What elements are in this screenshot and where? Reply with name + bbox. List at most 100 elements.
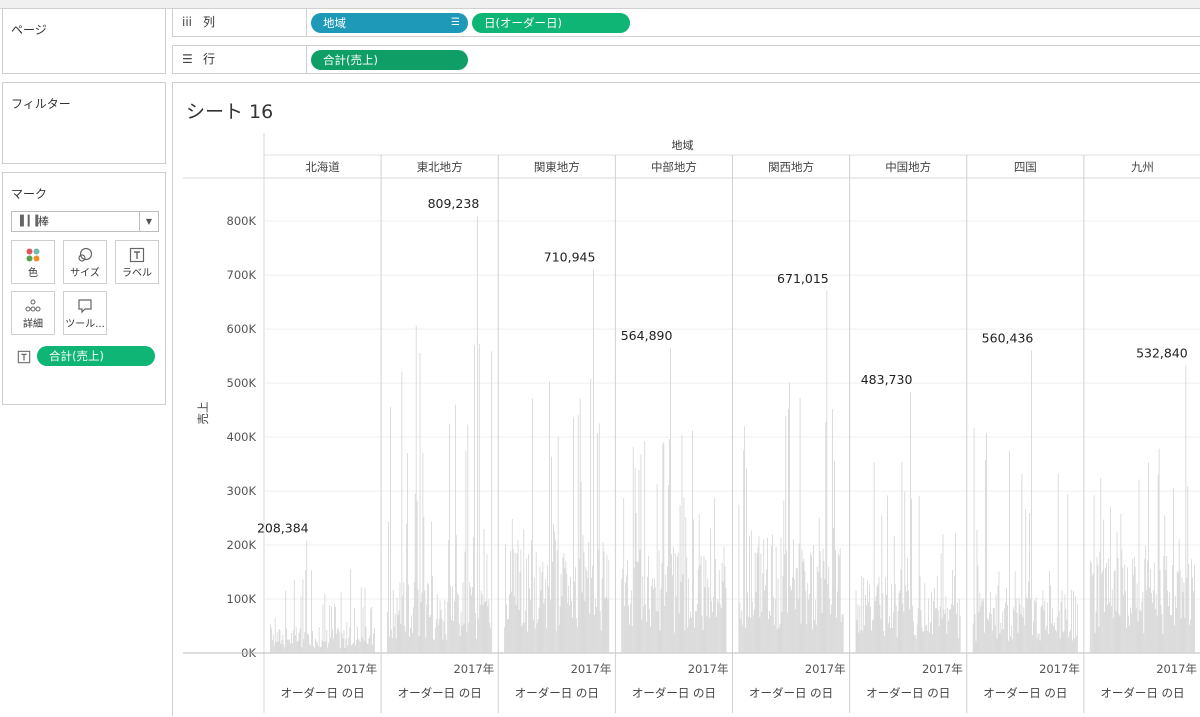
bar xyxy=(942,534,944,653)
tooltip-button[interactable]: ツール... xyxy=(63,291,107,335)
bar xyxy=(491,351,493,653)
row-pill-sales[interactable]: 合計(売上) xyxy=(311,50,468,70)
size-button[interactable]: サイズ xyxy=(63,240,107,284)
bar xyxy=(1148,462,1149,653)
bar xyxy=(559,606,561,653)
bar xyxy=(578,559,580,653)
bar xyxy=(536,623,538,653)
bar xyxy=(1063,631,1065,653)
bar xyxy=(412,607,414,653)
bar xyxy=(489,623,491,653)
bar xyxy=(372,644,374,653)
bar xyxy=(1065,608,1067,653)
bar xyxy=(285,590,287,653)
bar xyxy=(453,620,454,653)
bar xyxy=(373,633,375,653)
bar xyxy=(918,495,920,653)
detail-button[interactable]: 詳細 xyxy=(11,291,55,335)
bar xyxy=(541,572,543,653)
bar xyxy=(910,391,911,653)
bar xyxy=(696,604,698,653)
bar xyxy=(1176,571,1178,653)
bar xyxy=(459,635,461,653)
bar xyxy=(714,497,715,653)
bar xyxy=(809,593,811,653)
bar xyxy=(692,430,693,653)
bar xyxy=(818,517,820,653)
bar xyxy=(807,583,809,653)
bar xyxy=(323,641,325,653)
column-pill-order-day[interactable]: 日(オーダー日) xyxy=(472,13,630,33)
pages-panel[interactable]: ページ xyxy=(2,8,166,74)
bar xyxy=(1007,605,1008,653)
bar xyxy=(1049,571,1051,653)
bar xyxy=(752,615,754,653)
region-header: 東北地方 xyxy=(417,160,463,174)
bar xyxy=(641,619,643,653)
bar xyxy=(334,606,336,653)
bar xyxy=(371,606,373,653)
bar xyxy=(738,504,740,653)
region-header: 中部地方 xyxy=(651,160,697,174)
bar xyxy=(869,584,870,653)
bar xyxy=(889,615,890,653)
bar xyxy=(457,595,459,653)
bar xyxy=(900,569,902,653)
bar xyxy=(414,493,416,653)
y-tick-label: 600K xyxy=(227,322,257,336)
bar xyxy=(404,625,406,653)
label-button[interactable]: ラベル xyxy=(115,240,159,284)
bar xyxy=(800,623,802,653)
bar xyxy=(1069,631,1071,653)
bar xyxy=(1040,606,1042,653)
x-year-label: 2017年 xyxy=(1039,662,1080,676)
bar xyxy=(291,643,293,653)
bar xyxy=(890,584,892,653)
bar xyxy=(469,582,471,653)
bar xyxy=(367,644,369,653)
bar xyxy=(922,632,924,653)
bar xyxy=(450,585,451,653)
chevron-down-icon[interactable]: ▼ xyxy=(139,212,158,231)
x-year-label: 2017年 xyxy=(571,662,612,676)
bar xyxy=(1002,611,1004,653)
bar xyxy=(524,622,526,653)
region-header: 四国 xyxy=(1014,160,1037,174)
bar xyxy=(523,529,525,653)
column-pill-region[interactable]: 地域 ☰ xyxy=(311,13,468,33)
rows-shelf[interactable]: ☰ 行 合計(売上) xyxy=(172,45,1200,74)
bar xyxy=(896,637,898,653)
bar xyxy=(762,573,764,653)
bar xyxy=(1171,615,1172,653)
bar xyxy=(1053,625,1054,653)
sort-icon[interactable]: ☰ xyxy=(451,17,460,28)
bar xyxy=(324,593,326,653)
bar xyxy=(652,588,654,653)
bar xyxy=(596,433,598,653)
bar xyxy=(556,550,558,653)
x-year-label: 2017年 xyxy=(805,662,846,676)
bar xyxy=(902,603,904,653)
columns-shelf-label-text: 列 xyxy=(203,15,216,29)
bar xyxy=(745,627,746,653)
bar xyxy=(274,617,276,653)
bar xyxy=(985,460,986,653)
bar xyxy=(304,631,306,653)
bar xyxy=(870,630,872,653)
bar xyxy=(271,640,273,653)
x-year-label: 2017年 xyxy=(1156,662,1197,676)
label-field-pill[interactable]: 合計(売上) xyxy=(37,346,155,366)
column-pill-region-label: 地域 xyxy=(323,16,346,30)
color-button[interactable]: 色 xyxy=(11,240,55,284)
bar xyxy=(462,582,464,653)
bar xyxy=(887,495,888,653)
bar xyxy=(303,638,305,653)
bar xyxy=(687,627,689,653)
bar xyxy=(1019,604,1021,653)
bar xyxy=(630,590,632,653)
columns-shelf[interactable]: iii 列 地域 ☰ 日(オーダー日) xyxy=(172,8,1200,37)
filters-panel[interactable]: フィルター xyxy=(2,82,166,164)
region-header: 関東地方 xyxy=(534,160,580,174)
worksheet: シート 16 地域 0K 100K 200K 300K 400K 500K 600K 700K 8… xyxy=(172,82,1200,716)
mark-type-dropdown[interactable]: ▌▎▍ 棒 ▼ xyxy=(11,211,159,232)
